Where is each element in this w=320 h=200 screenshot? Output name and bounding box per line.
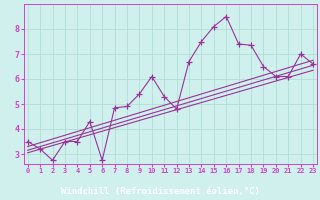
Text: Windchill (Refroidissement éolien,°C): Windchill (Refroidissement éolien,°C) xyxy=(60,187,260,196)
